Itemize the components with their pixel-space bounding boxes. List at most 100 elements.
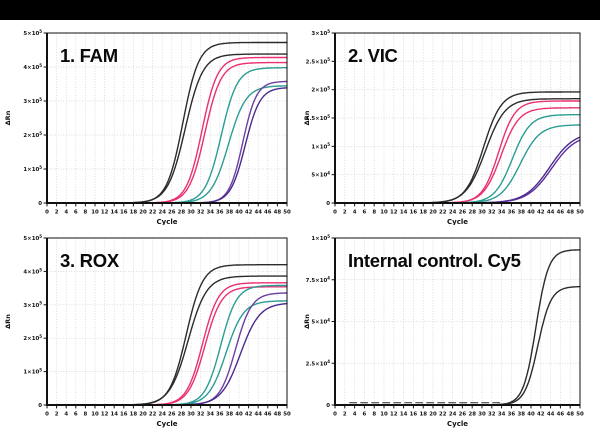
y-axis-label: ΔRn <box>4 110 12 125</box>
x-tick-label: 12 <box>390 412 398 418</box>
top-banner <box>0 0 600 20</box>
x-tick-label: 48 <box>566 210 574 216</box>
x-tick-label: 48 <box>566 412 574 418</box>
x-tick-label: 20 <box>429 412 437 418</box>
y-tick-label: 1.5×105 <box>306 114 331 122</box>
x-tick-label: 36 <box>508 210 516 216</box>
x-tick-label: 8 <box>372 210 376 216</box>
y-tick-label: 2.5×105 <box>306 57 331 65</box>
x-tick-label: 28 <box>468 210 476 216</box>
x-tick-label: 34 <box>206 412 214 418</box>
y-axis-ticks: 5×105 4×105 3×105 2×105 1×105 0 <box>23 234 47 409</box>
x-tick-label: 22 <box>149 210 157 216</box>
x-tick-label: 42 <box>537 210 545 216</box>
x-tick-label: 42 <box>245 412 253 418</box>
x-tick-label: 16 <box>410 210 418 216</box>
x-tick-label: 8 <box>84 210 88 216</box>
x-tick-label: 18 <box>130 412 138 418</box>
x-tick-label: 26 <box>459 210 467 216</box>
x-axis-label: Cycle <box>447 218 468 225</box>
x-tick-label: 8 <box>372 412 376 418</box>
x-tick-label: 2 <box>343 412 347 418</box>
x-tick-label: 14 <box>110 412 118 418</box>
x-tick-label: 14 <box>400 412 408 418</box>
x-axis-label: Cycle <box>157 420 178 428</box>
x-tick-label: 50 <box>283 210 291 216</box>
y-tick-label: 1×105 <box>23 165 42 173</box>
x-tick-label: 32 <box>488 210 496 216</box>
x-tick-label: 26 <box>168 412 176 418</box>
x-tick-label: 0 <box>45 412 49 418</box>
x-tick-label: 30 <box>478 210 486 216</box>
x-tick-label: 34 <box>498 210 506 216</box>
y-tick-label: 5×105 <box>23 234 42 242</box>
x-tick-label: 46 <box>557 210 565 216</box>
x-tick-label: 36 <box>216 210 224 216</box>
panel-cy5: 0 2 4 6 8 10 12 14 16 18 20 22 24 26 28 30 32 34 36 38 40 42 4… <box>300 225 600 436</box>
x-tick-label: 18 <box>419 412 427 418</box>
y-tick-label: 1×105 <box>311 142 330 150</box>
x-tick-label: 2 <box>55 412 59 418</box>
x-tick-label: 12 <box>390 210 398 216</box>
x-tick-label: 22 <box>149 412 157 418</box>
y-tick-label: 3×105 <box>311 29 330 37</box>
y-tick-label: 4×105 <box>23 63 42 71</box>
panel-rox: 0 2 4 6 8 10 12 14 16 18 20 22 24 26 28 30 32 34 36 38 40 42 4… <box>0 225 300 436</box>
x-axis-ticks: 0 2 4 6 8 10 12 14 16 18 20 22 24 26 28 30 32 34 36 38 40 42 4… <box>45 203 291 216</box>
x-tick-label: 28 <box>178 210 186 216</box>
x-tick-label: 44 <box>254 210 262 216</box>
x-tick-label: 38 <box>517 210 525 216</box>
x-tick-label: 36 <box>508 412 516 418</box>
x-tick-label: 4 <box>353 210 357 216</box>
x-tick-label: 4 <box>64 210 68 216</box>
x-axis-ticks: 0 2 4 6 8 10 12 14 16 18 20 22 24 26 28 30 32 34 36 38 40 42 4… <box>45 405 291 418</box>
x-tick-label: 28 <box>468 412 476 418</box>
x-tick-label: 20 <box>429 210 437 216</box>
axis-frame <box>46 237 288 406</box>
y-axis-ticks: 5×105 4×105 3×105 2×105 1×105 0 <box>23 29 47 207</box>
x-tick-label: 40 <box>527 412 535 418</box>
x-tick-label: 8 <box>84 412 88 418</box>
gridlines <box>335 33 580 203</box>
y-tick-label: 2×105 <box>311 86 330 94</box>
y-tick-label: 1×105 <box>311 234 330 242</box>
x-tick-label: 16 <box>120 412 128 418</box>
x-tick-label: 30 <box>187 412 195 418</box>
x-tick-label: 30 <box>187 210 195 216</box>
y-axis-ticks: 3×105 2.5×105 2×105 1.5×105 1×105 5×104 0 <box>306 29 335 207</box>
y-tick-label: 2.5×104 <box>306 359 331 367</box>
y-tick-label: 4×105 <box>23 267 42 275</box>
x-axis-ticks: 0 2 4 6 8 10 12 14 16 18 20 22 24 26 28 30 32 34 36 38 40 42 4… <box>333 203 584 216</box>
x-tick-label: 16 <box>120 210 128 216</box>
x-tick-label: 50 <box>576 412 584 418</box>
x-tick-label: 38 <box>517 412 525 418</box>
x-tick-label: 24 <box>158 412 166 418</box>
x-axis-ticks: 0 2 4 6 8 10 12 14 16 18 20 22 24 26 28 30 32 34 36 38 40 42 4… <box>333 405 584 418</box>
x-tick-label: 14 <box>110 210 118 216</box>
chart-vic: 0 2 4 6 8 10 12 14 16 18 20 22 24 26 28 30 32 34 36 38 40 42 4… <box>303 29 584 226</box>
panel-title: 2. VIC <box>348 45 398 66</box>
x-tick-label: 6 <box>74 412 78 418</box>
panel-fam: 0 2 4 6 8 10 12 14 16 18 20 22 24 26 28 30 32 34 36 38 40 42 4… <box>0 20 300 226</box>
x-tick-label: 12 <box>101 210 109 216</box>
x-tick-label: 10 <box>91 412 99 418</box>
x-tick-label: 6 <box>363 412 367 418</box>
x-tick-label: 32 <box>197 412 205 418</box>
y-tick-label: 5×105 <box>23 29 42 37</box>
y-tick-label: 0 <box>326 403 330 409</box>
x-tick-label: 6 <box>363 210 367 216</box>
x-tick-label: 6 <box>74 210 78 216</box>
y-tick-label: 5×104 <box>311 171 330 179</box>
panel-vic: 0 2 4 6 8 10 12 14 16 18 20 22 24 26 28 30 32 34 36 38 40 42 4… <box>300 20 600 226</box>
y-tick-label: 0 <box>38 403 42 409</box>
gridlines <box>335 238 580 405</box>
x-axis-label: Cycle <box>157 218 178 225</box>
x-tick-label: 42 <box>537 412 545 418</box>
x-tick-label: 22 <box>439 210 447 216</box>
x-tick-label: 24 <box>449 210 457 216</box>
y-axis-label: ΔRn <box>4 314 12 329</box>
plot-area <box>47 33 287 203</box>
x-tick-label: 10 <box>380 210 388 216</box>
x-tick-label: 18 <box>419 210 427 216</box>
